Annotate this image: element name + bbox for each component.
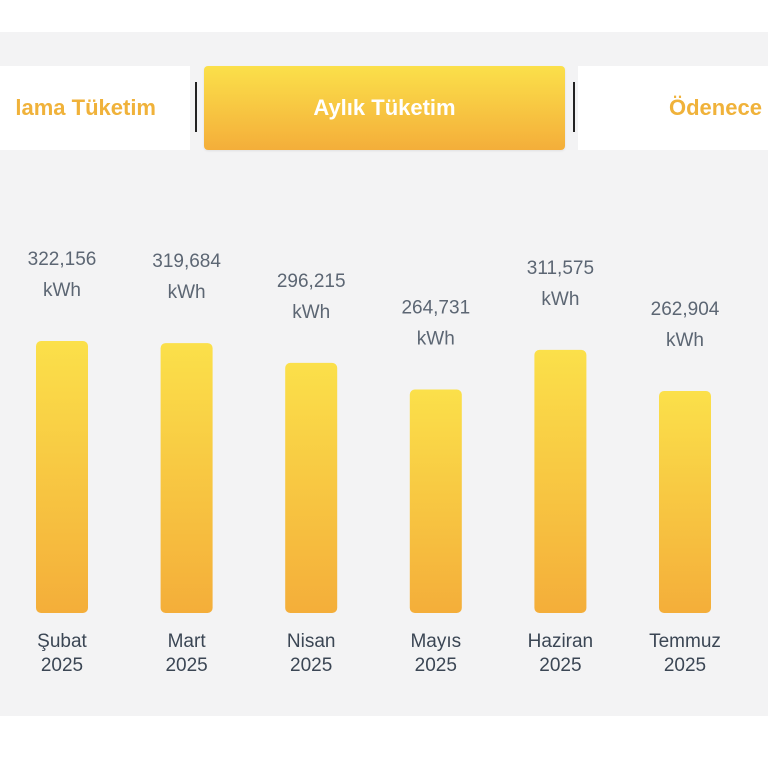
tab-payable[interactable]: Ödenece: [578, 66, 768, 150]
tab-strip: lama Tüketim Aylık Tüketim Ödenece: [0, 66, 768, 150]
category-year-5: 2025: [664, 655, 706, 676]
tab-divider-right: [573, 82, 575, 132]
tab-divider-left: [195, 82, 197, 132]
category-year-3: 2025: [415, 655, 457, 676]
tab-average-consumption-label: lama Tüketim: [15, 95, 156, 120]
unit-label-2: kWh: [292, 302, 330, 323]
category-year-1: 2025: [165, 655, 207, 676]
bar-1[interactable]: [160, 343, 213, 613]
bar-5[interactable]: [659, 391, 711, 613]
category-month-2: Nisan: [287, 631, 336, 652]
bar-3[interactable]: [409, 389, 462, 613]
bar-2[interactable]: [285, 362, 338, 613]
category-month-0: Şubat: [37, 631, 87, 652]
unit-label-4: kWh: [541, 289, 579, 310]
unit-label-3: kWh: [417, 328, 455, 349]
tab-monthly-consumption[interactable]: Aylık Tüketim: [204, 66, 565, 150]
bar-4[interactable]: [534, 349, 587, 613]
category-year-0: 2025: [41, 655, 83, 676]
tab-payable-label: Ödenece: [669, 95, 762, 120]
value-label-1: 319,684: [152, 251, 221, 272]
category-month-1: Mart: [168, 631, 207, 652]
category-year-2: 2025: [290, 655, 332, 676]
unit-label-0: kWh: [43, 280, 81, 301]
unit-label-5: kWh: [666, 330, 704, 351]
bar-0[interactable]: [36, 341, 88, 613]
tab-monthly-consumption-label: Aylık Tüketim: [313, 95, 456, 120]
tab-average-consumption[interactable]: lama Tüketim: [0, 66, 190, 150]
unit-label-1: kWh: [168, 282, 206, 303]
value-label-4: 311,575: [527, 258, 594, 279]
value-label-0: 322,156: [28, 249, 97, 270]
value-label-2: 296,215: [277, 271, 346, 292]
category-year-4: 2025: [539, 655, 581, 676]
value-label-3: 264,731: [401, 297, 470, 318]
category-month-3: Mayıs: [410, 631, 461, 652]
value-label-5: 262,904: [651, 299, 720, 320]
category-month-5: Temmuz: [649, 631, 721, 652]
category-month-4: Haziran: [528, 631, 593, 652]
